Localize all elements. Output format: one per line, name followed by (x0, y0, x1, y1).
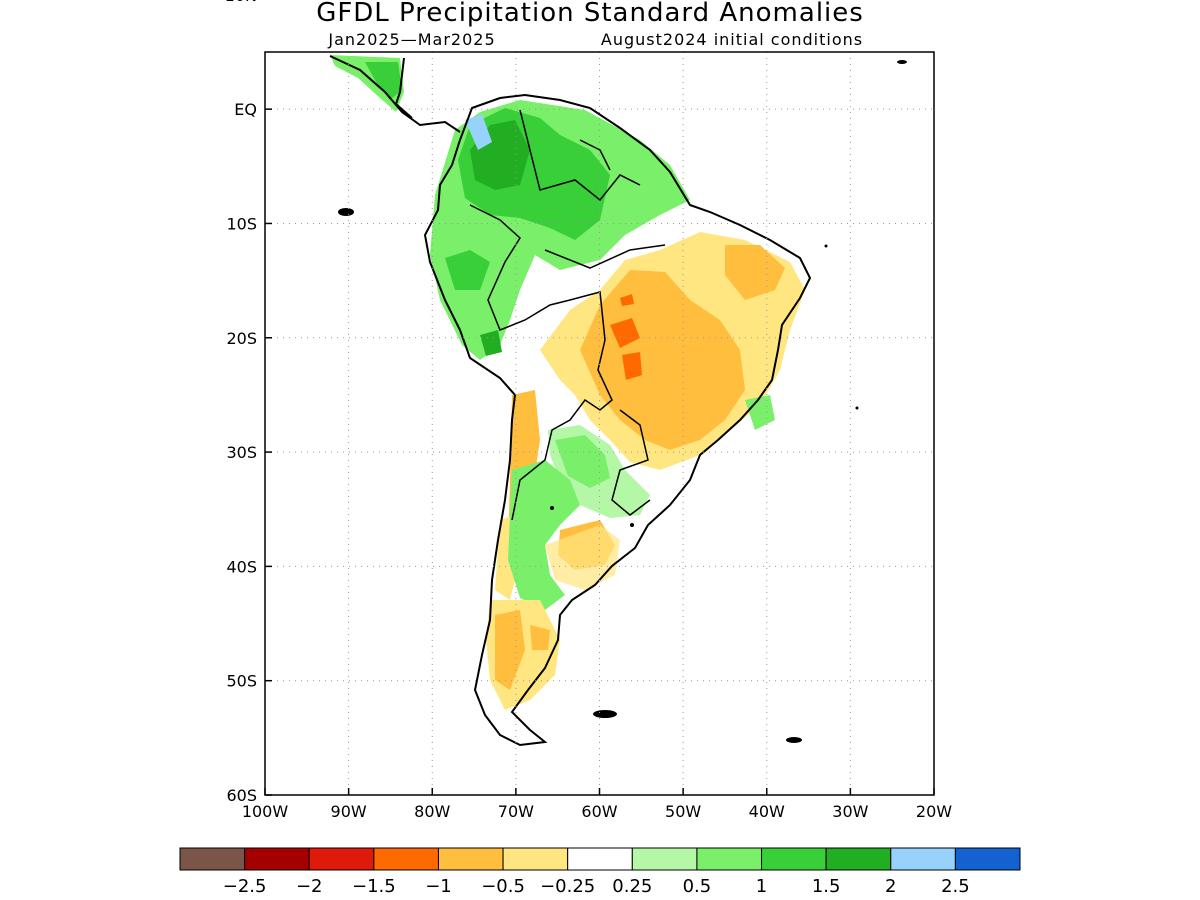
lon-tick-label: 70W (498, 802, 534, 821)
colorbar-swatch (761, 847, 827, 871)
lon-tick-label: 100W (242, 802, 289, 821)
lon-tick-label: 90W (331, 802, 367, 821)
colorbar-label: 1.5 (812, 876, 841, 897)
forecast-period: Jan2025—Mar2025 (327, 30, 495, 49)
lon-tick-label: 20W (916, 802, 952, 821)
colorbar-label: −2.5 (223, 876, 267, 897)
colorbar-label: 0.25 (612, 876, 652, 897)
colorbar-swatch (437, 847, 504, 871)
colorbar-swatch (308, 847, 375, 871)
lat-tick-label: 10N (225, 0, 257, 5)
argentina-wet-region (508, 460, 580, 610)
colorbar-label: −0.5 (481, 876, 525, 897)
lat-tick-label: 20S (226, 329, 257, 348)
colorbar: −2.5 −2 −1.5 −1 −0.5 −0.25 0.25 0.5 1 1.5 2 2.5 (179, 847, 1021, 897)
colorbar-label: −1 (425, 876, 452, 897)
south-america-coastline (423, 93, 812, 747)
lon-tick-label: 50W (665, 802, 701, 821)
colorbar-swatch (244, 847, 310, 871)
colorbar-label: −0.25 (540, 876, 595, 897)
lat-tick-label: EQ (234, 100, 257, 119)
colorbar-label: 0.5 (683, 876, 712, 897)
colorbar-label: −2 (296, 876, 323, 897)
lon-tick-label: 60W (581, 802, 617, 821)
coastlines (329, 55, 812, 747)
colorbar-label: 2 (885, 876, 896, 897)
figure-title: GFDL Precipitation Standard Anomalies (316, 0, 864, 28)
colorbar-swatch (696, 847, 763, 871)
lat-tick-label: 40S (226, 557, 257, 576)
initial-conditions: August2024 initial conditions (601, 30, 863, 49)
colorbar-swatch (954, 847, 1021, 871)
central-america-coastline (329, 55, 461, 133)
colorbar-label: 1 (756, 876, 767, 897)
islands (338, 60, 907, 743)
longitude-axis: 100W 90W 80W 70W 60W 50W 40W 30W 20W (242, 788, 952, 821)
lon-tick-label: 80W (414, 802, 450, 821)
colorbar-label: 2.5 (941, 876, 970, 897)
map-panel (265, 52, 934, 795)
lat-tick-label: 60S (226, 786, 257, 805)
colorbar-swatch (502, 847, 569, 871)
latitude-axis: 10N EQ 10S 20S 30S 40S 50S 60S (225, 0, 272, 805)
colorbar-swatch (825, 847, 892, 871)
colorbar-swatch (373, 847, 439, 871)
lon-tick-label: 30W (832, 802, 868, 821)
colorbar-swatch (179, 847, 246, 871)
colorbar-swatch (890, 847, 956, 871)
lat-tick-label: 30S (226, 443, 257, 462)
anomaly-shading (330, 55, 805, 710)
colorbar-swatch (567, 847, 633, 871)
country-borders (469, 109, 666, 521)
colorbar-label: −1.5 (352, 876, 396, 897)
lat-tick-label: 50S (226, 672, 257, 691)
lon-tick-label: 40W (749, 802, 785, 821)
colorbar-swatch (631, 847, 698, 871)
lat-tick-label: 10S (226, 214, 257, 233)
